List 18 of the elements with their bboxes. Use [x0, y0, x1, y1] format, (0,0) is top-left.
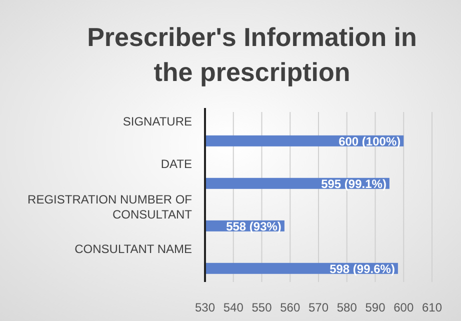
- data-label: 600 (100%): [338, 134, 401, 148]
- data-label: 558 (93%): [226, 219, 282, 234]
- data-label: 595 (99.1%): [321, 176, 386, 191]
- x-tick-label: 600: [394, 300, 414, 315]
- x-tick-label: 540: [223, 300, 244, 315]
- x-tick-label: 560: [280, 300, 300, 315]
- x-tick-label: 610: [422, 300, 442, 315]
- y-tick-label: CONSULTANT NAME: [74, 242, 192, 256]
- x-tick-label: 570: [308, 300, 329, 315]
- x-tick-label: 550: [252, 300, 272, 315]
- x-tick-label: 580: [336, 300, 358, 315]
- y-tick-label: SIGNATURE: [122, 114, 192, 129]
- data-label: 598 (99.6%): [330, 262, 395, 276]
- x-tick-label: 590: [365, 300, 386, 315]
- x-tick-label: 530: [194, 300, 216, 315]
- y-tick-label: DATE: [160, 157, 192, 172]
- chart-title: Prescriber's Information in the prescription: [87, 22, 417, 87]
- y-tick-label: REGISTRATION NUMBER OF CONSULTANT: [28, 192, 193, 222]
